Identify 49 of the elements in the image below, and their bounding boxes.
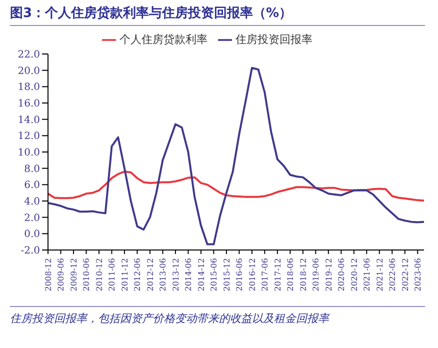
line-series xyxy=(47,66,425,246)
y-tick-label: 22.0 xyxy=(18,50,40,61)
x-tick-label: 2009-06 xyxy=(56,258,66,292)
y-tick-label: 12.0 xyxy=(18,131,40,142)
x-tick-label: 2020-06 xyxy=(337,258,346,292)
x-tick-label: 2019-06 xyxy=(312,258,321,292)
y-tick-label: 10.0 xyxy=(18,148,40,159)
y-tick-label: 8.0 xyxy=(24,164,40,175)
x-tick-label: 2012-12 xyxy=(146,258,155,292)
x-tick-label: 2015-06 xyxy=(210,258,219,292)
x-tick-label: 2023-06 xyxy=(414,258,423,292)
x-tick-label: 2017-06 xyxy=(260,258,270,292)
x-tick-label: 2022-12 xyxy=(400,258,410,292)
x-tick-label: 2013-12 xyxy=(171,258,180,292)
y-tick-label: 2.0 xyxy=(24,212,40,224)
x-tick-label: 2009-12 xyxy=(69,258,78,292)
text: 住房投资回报率，包括因资产价格变动带来的收益以及租金回报率 xyxy=(10,311,331,326)
x-tick-label: 2013-06 xyxy=(158,258,168,292)
x-tick-label: 2021-06 xyxy=(362,258,372,292)
y-tick-label: -2.0 xyxy=(20,246,40,257)
y-tick-label: 6.0 xyxy=(24,180,40,192)
y-tick-label: 20.0 xyxy=(18,66,40,77)
x-tick-label: 2014-12 xyxy=(196,258,206,292)
x-tick-label: 2010-12 xyxy=(94,258,104,292)
x-tick-label: 2021-12 xyxy=(375,258,384,292)
y-tick-label: 14.0 xyxy=(18,114,40,126)
x-tick-label: 2012-06 xyxy=(133,258,142,292)
chart-title: 图3：个人住房贷款利率与住房投资回报率（%） xyxy=(10,4,425,26)
x-tick-label: 2015-12 xyxy=(222,258,232,292)
legend-label: 个人住房贷款利率 xyxy=(120,33,208,46)
x-tick-label: 2018-12 xyxy=(298,258,308,292)
x-tick-label: 2011-12 xyxy=(120,258,130,292)
y-tick-label: 0.0 xyxy=(24,229,40,240)
x-tick-label: 2019-12 xyxy=(324,258,334,292)
legend-label: 住房投资回报率 xyxy=(236,33,312,46)
x-tick-label: 2016-06 xyxy=(235,258,244,292)
y-tick-label: 4.0 xyxy=(24,196,40,208)
x-tick-label: 2020-12 xyxy=(350,258,359,292)
x-tick-label: 2008-12 xyxy=(44,258,53,292)
line-series xyxy=(47,170,425,202)
x-tick-label: 2018-06 xyxy=(286,258,296,292)
x-tick-label: 2022-06 xyxy=(388,258,398,292)
y-tick-label: 16.0 xyxy=(18,98,40,110)
x-tick-label: 2014-06 xyxy=(184,258,194,292)
x-tick-label: 2011-06 xyxy=(108,258,117,292)
x-tick-label: 2016-12 xyxy=(248,258,257,292)
x-tick-label: 2010-06 xyxy=(82,258,92,292)
y-tick-label: 18.0 xyxy=(18,82,40,94)
x-tick-label: 2017-12 xyxy=(273,258,282,292)
